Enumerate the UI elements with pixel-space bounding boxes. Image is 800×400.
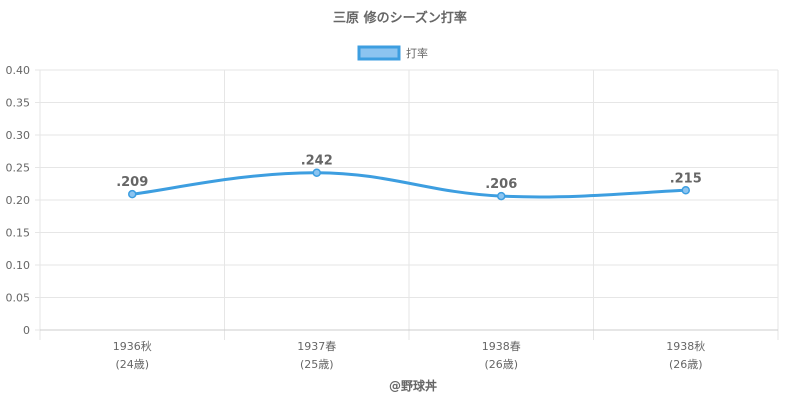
data-label: .215 — [670, 171, 702, 186]
data-label: .206 — [485, 177, 517, 192]
y-tick-label: 0.30 — [6, 129, 31, 142]
x-tick-label: 1937春 — [297, 340, 336, 353]
data-point[interactable] — [128, 189, 137, 199]
x-tick-sublabel: (24歳) — [115, 358, 149, 371]
series-line — [132, 171, 686, 199]
data-label: .242 — [301, 154, 333, 169]
y-tick-label: 0.40 — [6, 64, 31, 77]
y-tick-label: 0.10 — [6, 259, 31, 272]
x-tick-label: 1938秋 — [666, 339, 705, 353]
y-axis-ticks: 0 0.05 0.10 0.15 0.20 0.25 0.30 0.35 0.40 — [6, 64, 31, 337]
x-tick-sublabel: (26歳) — [484, 358, 518, 371]
x-tick-label: 1936秋 — [113, 339, 152, 353]
y-tick-label: 0.35 — [6, 97, 31, 110]
data-label: .209 — [116, 175, 148, 190]
y-tick-label: 0.05 — [6, 292, 31, 305]
y-tick-label: 0.25 — [6, 162, 31, 175]
chart-title: 三原 修のシーズン打率 — [333, 10, 467, 26]
grid — [35, 69, 779, 340]
y-tick-label: 0.20 — [6, 194, 31, 207]
series-batting-average: .209 .242 .206 .215 — [116, 154, 702, 201]
credit-label: @野球丼 — [389, 378, 437, 393]
y-tick-label: 0.15 — [6, 227, 31, 240]
y-tick-label: 0 — [23, 324, 30, 337]
x-axis-ticks: 1936秋 (24歳) 1937春 (25歳) 1938春 (26歳) 1938秋 (26歳) — [113, 339, 706, 371]
x-tick-sublabel: (25歳) — [300, 358, 334, 371]
x-tick-label: 1938春 — [482, 340, 521, 353]
data-point[interactable] — [312, 168, 321, 177]
data-point[interactable] — [497, 191, 506, 201]
legend[interactable]: 打率 — [357, 45, 428, 61]
x-tick-sublabel: (26歳) — [669, 358, 703, 371]
legend-label: 打率 — [406, 46, 428, 60]
legend-swatch — [357, 45, 401, 61]
data-point[interactable] — [681, 186, 690, 195]
